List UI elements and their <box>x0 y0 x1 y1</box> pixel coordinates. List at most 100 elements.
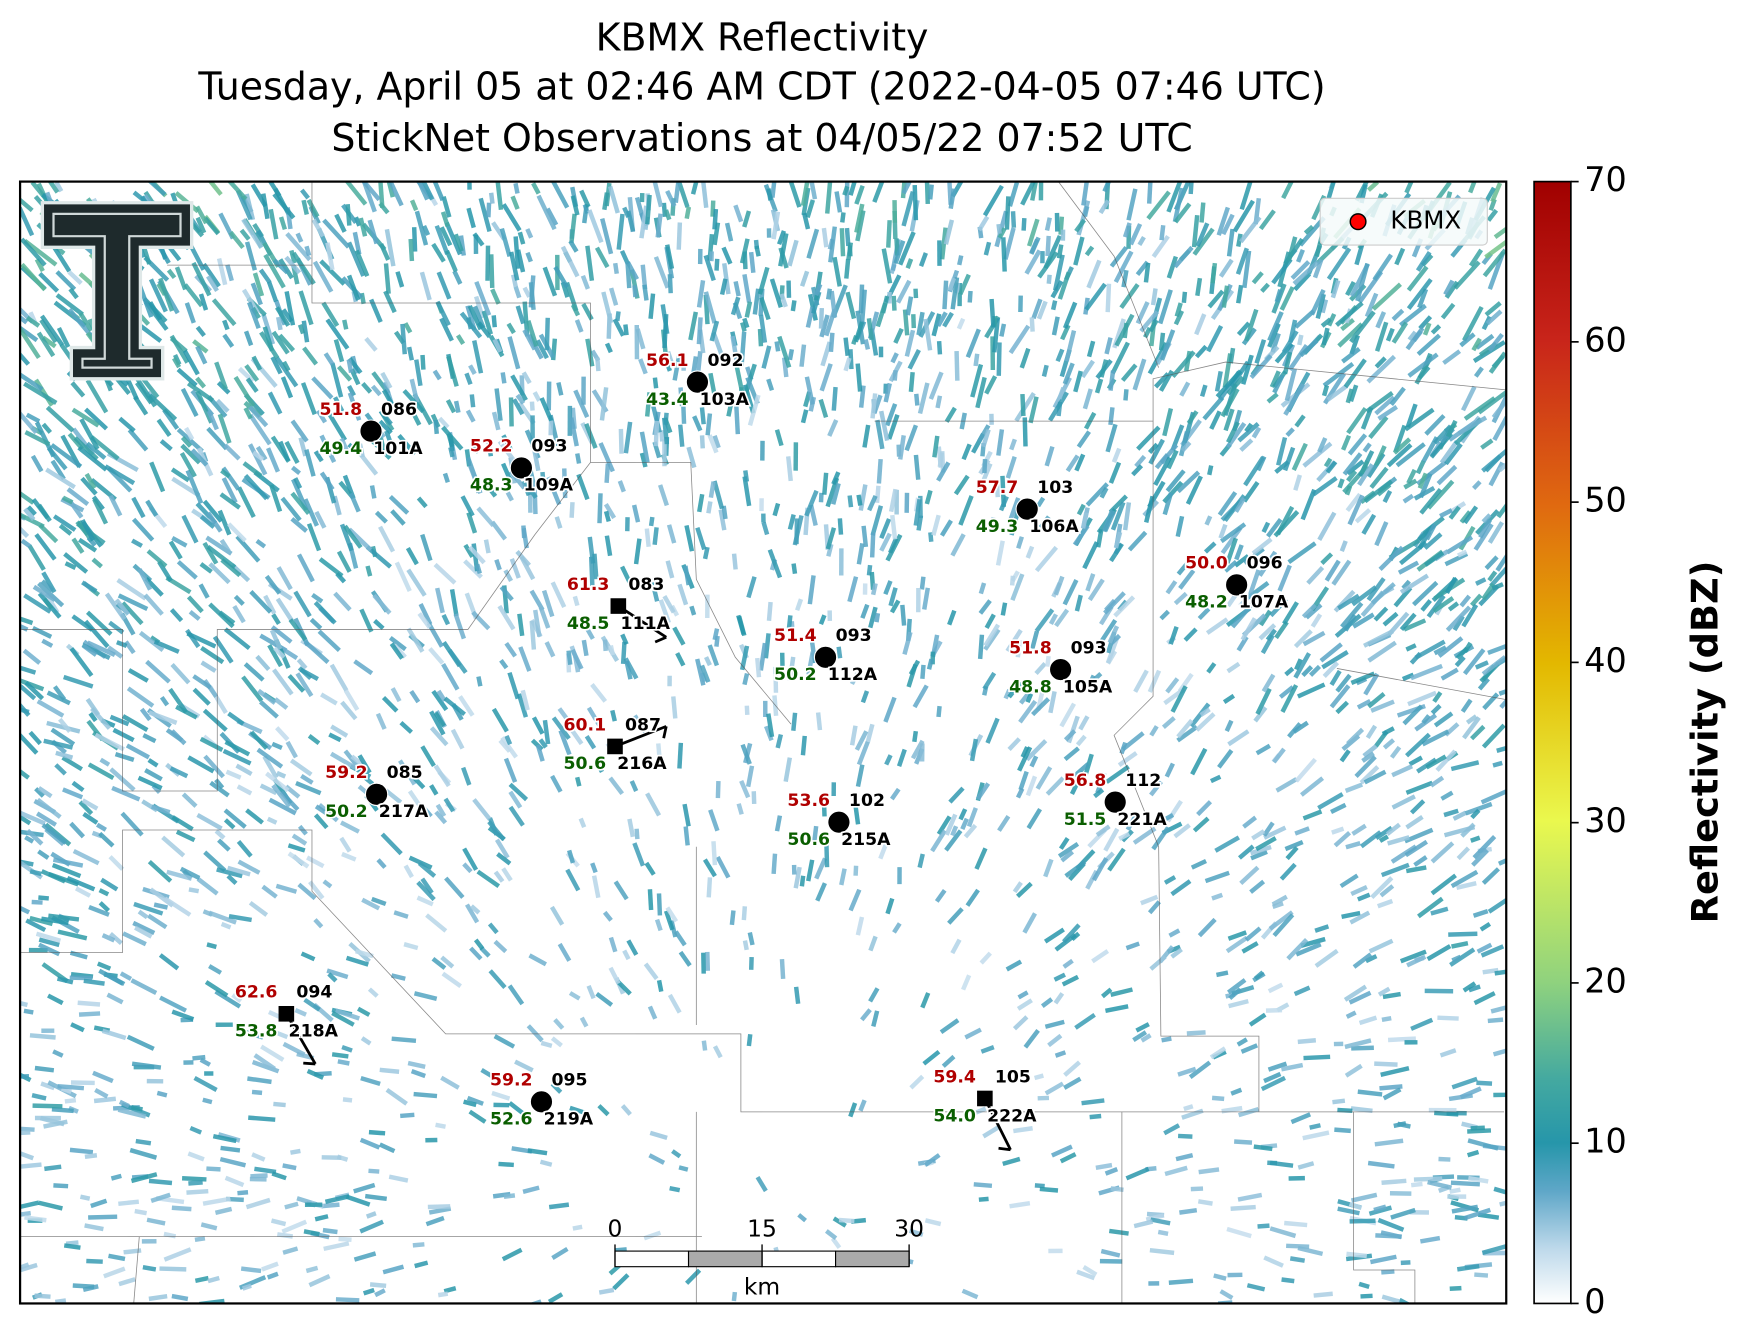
radar-echo <box>669 1185 681 1193</box>
radar-echo <box>261 1261 279 1272</box>
radar-echo <box>1374 356 1387 369</box>
radar-echo <box>1481 723 1506 749</box>
radar-echo <box>58 717 72 733</box>
subtitle: Tuesday, April 05 at 02:46 AM CDT (2022-… <box>197 65 1325 109</box>
radar-echo <box>1372 253 1393 281</box>
radar-echo <box>117 593 149 612</box>
radar-echo <box>878 346 884 358</box>
radar-echo <box>141 1239 157 1244</box>
radar-echo <box>667 274 673 294</box>
radar-echo <box>1382 490 1393 504</box>
radar-echo <box>1269 1226 1297 1239</box>
radar-echo <box>224 1175 245 1188</box>
radar-echo <box>425 1137 438 1143</box>
radar-echo <box>1044 217 1052 231</box>
radar-echo <box>188 610 201 621</box>
radar-echo <box>453 400 461 414</box>
radar-echo <box>1025 775 1038 797</box>
radar-echo <box>1132 1030 1148 1042</box>
radar-echo <box>1253 706 1268 723</box>
radar-echo <box>848 888 862 912</box>
radar-echo <box>1225 537 1238 564</box>
radar-echo <box>1447 601 1460 612</box>
radar-echo <box>1493 1092 1507 1098</box>
radar-echo <box>24 430 51 447</box>
radar-echo <box>270 356 283 375</box>
radar-echo <box>241 1028 264 1040</box>
radar-echo <box>705 413 713 436</box>
radar-echo <box>147 758 159 768</box>
radar-echo <box>276 1232 294 1239</box>
radar-echo <box>1197 1199 1213 1206</box>
radar-echo <box>71 537 85 554</box>
radar-echo <box>68 287 79 300</box>
radar-echo <box>343 689 360 712</box>
radar-echo <box>347 527 373 552</box>
radar-echo <box>271 783 292 808</box>
radar-echo <box>544 317 550 351</box>
radar-echo <box>441 425 464 451</box>
radar-echo <box>1258 623 1277 641</box>
radar-echo <box>339 437 350 454</box>
radar-echo <box>1176 718 1194 739</box>
station-marker <box>359 419 383 443</box>
radar-echo <box>1113 531 1123 549</box>
radar-echo <box>1364 292 1379 318</box>
radar-echo <box>465 409 476 423</box>
radar-echo <box>462 847 479 871</box>
radar-echo <box>70 381 86 398</box>
radar-echo <box>25 918 47 933</box>
radar-echo <box>20 1148 35 1161</box>
radar-echo <box>1315 293 1326 319</box>
radar-echo <box>1294 414 1306 428</box>
radar-echo <box>740 321 747 332</box>
radar-echo <box>715 781 721 799</box>
radar-echo <box>916 515 924 531</box>
radar-echo <box>251 1152 266 1162</box>
radar-echo <box>145 659 171 684</box>
radar-echo <box>1041 364 1049 377</box>
radar-echo <box>157 560 173 583</box>
radar-echo <box>1258 609 1272 627</box>
radar-echo <box>71 780 85 793</box>
radar-echo <box>441 613 451 626</box>
radar-echo <box>843 337 850 356</box>
radar-echo <box>1039 1186 1059 1193</box>
radar-echo <box>1363 672 1380 696</box>
radar-echo <box>913 454 921 480</box>
radar-echo <box>133 901 164 916</box>
radar-echo <box>335 1297 360 1303</box>
radar-echo <box>353 1251 377 1262</box>
radar-echo <box>1174 302 1183 318</box>
radar-echo <box>1176 561 1190 576</box>
radar-echo <box>223 808 247 829</box>
radar-echo <box>169 608 184 623</box>
radar-echo <box>1473 523 1494 551</box>
radar-echo <box>1035 766 1053 790</box>
radar-echo <box>742 317 750 329</box>
radar-echo <box>982 184 1004 217</box>
radar-echo <box>217 413 232 444</box>
radar-echo <box>642 284 649 301</box>
radar-echo <box>50 459 66 481</box>
radar-echo <box>1410 663 1443 681</box>
radar-echo <box>548 181 570 209</box>
wind-barb-flag <box>662 726 668 739</box>
radar-echo <box>1109 246 1128 268</box>
radar-echo <box>276 770 287 779</box>
radar-echo <box>1190 1186 1204 1192</box>
radar-echo <box>1043 927 1065 944</box>
radar-echo <box>987 516 996 533</box>
radar-echo <box>326 968 349 980</box>
radar-echo <box>463 543 475 558</box>
radar-echo <box>249 590 273 614</box>
radar-echo <box>1036 496 1046 508</box>
radar-echo <box>760 440 765 461</box>
radar-echo <box>255 538 267 549</box>
radar-echo <box>1060 850 1075 863</box>
radar-echo <box>996 223 1002 234</box>
radar-echo <box>271 330 290 355</box>
radar-echo <box>842 185 850 196</box>
radar-echo <box>1238 596 1250 608</box>
radar-echo <box>1422 322 1432 336</box>
